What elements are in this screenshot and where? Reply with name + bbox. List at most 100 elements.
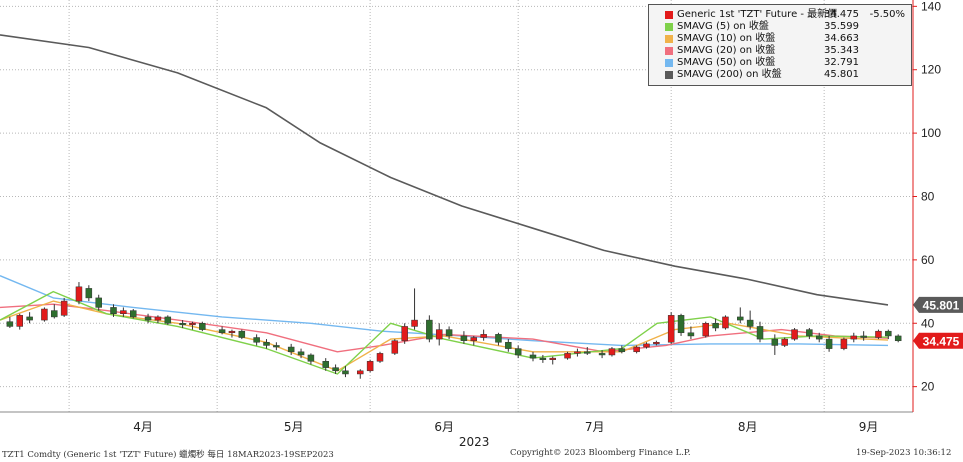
candle-body xyxy=(712,323,719,329)
candle-body xyxy=(539,357,547,360)
candle-body xyxy=(376,353,384,362)
legend-value-sma5: 35.599 xyxy=(824,21,859,32)
candle-body xyxy=(885,330,892,337)
candle-body xyxy=(574,351,581,354)
candle-body xyxy=(850,335,858,340)
candle-body xyxy=(238,330,246,338)
candle-body xyxy=(391,340,399,354)
candle-body xyxy=(894,335,902,342)
candle-body xyxy=(26,316,33,321)
candle-body xyxy=(332,367,339,372)
candle-body xyxy=(322,361,329,368)
candle-body xyxy=(495,334,502,343)
y-tick-label: 20 xyxy=(921,380,935,394)
candle-body xyxy=(366,361,374,372)
candle-body xyxy=(287,346,295,353)
candle-body xyxy=(598,353,606,356)
candle-body xyxy=(806,329,813,337)
candle-body xyxy=(144,316,152,321)
footer-copyright: Copyright© 2023 Bloomberg Finance L.P. xyxy=(510,448,691,458)
candle-body xyxy=(41,308,48,321)
legend-value-sma20: 35.343 xyxy=(824,45,859,56)
x-tick-label: 4月 xyxy=(133,420,153,434)
candle-body xyxy=(633,346,640,353)
candle-body xyxy=(154,316,162,321)
last-price-tag-bg xyxy=(913,332,963,349)
candle-body xyxy=(608,348,616,356)
legend-value-sma10: 34.663 xyxy=(824,33,859,44)
candle-body xyxy=(460,335,468,341)
candle-body xyxy=(189,323,196,326)
y-tick-label: 100 xyxy=(921,126,941,140)
legend-name-sma200: SMAVG (200) on 收盤 xyxy=(677,69,782,80)
legend-value-sma50: 32.791 xyxy=(824,57,859,68)
candle-body xyxy=(643,343,650,348)
sma5-line xyxy=(0,290,889,375)
legend-swatch-sma5 xyxy=(665,23,673,31)
candle-body xyxy=(401,326,408,341)
legend-swatch-sma20 xyxy=(665,47,673,55)
legend-value-sma200: 45.801 xyxy=(824,69,859,80)
y-tick-label: 80 xyxy=(921,189,935,203)
candle-body xyxy=(342,370,349,375)
candle-body xyxy=(840,338,848,349)
candle-body xyxy=(584,351,591,354)
candle-body xyxy=(480,334,487,338)
candle-body xyxy=(505,342,512,349)
candle-body xyxy=(129,310,137,318)
chart-legend: Generic 1st 'TZT' Future - 最新價 34.475 -5… xyxy=(648,4,912,86)
candle-body xyxy=(875,330,882,338)
footer-timestamp: 19-Sep-2023 10:36:12 xyxy=(856,448,952,458)
candle-body xyxy=(164,316,172,324)
candle-body xyxy=(6,321,14,327)
candle-body xyxy=(653,342,660,345)
y-tick-label: 40 xyxy=(921,316,935,330)
candle-body xyxy=(564,353,571,359)
last-price-tag-text: 34.475 xyxy=(923,334,960,348)
legend-swatch-sma200 xyxy=(665,71,673,79)
legend-name-sma20: SMAVG (20) on 收盤 xyxy=(677,45,776,56)
candle-body xyxy=(722,316,729,329)
candle-body xyxy=(667,315,675,343)
candle-body xyxy=(357,370,364,375)
y-tick-label: 140 xyxy=(921,0,941,13)
candle-body xyxy=(95,297,102,308)
legend-swatch-sma10 xyxy=(665,35,673,43)
candle-body xyxy=(529,354,537,359)
candle-body xyxy=(825,338,833,349)
candle-body xyxy=(273,345,280,348)
candle-body xyxy=(411,319,418,327)
sma200-value-tag-bg xyxy=(913,296,963,313)
legend-item-sma5: SMAVG (5) on 收盤 35.599 xyxy=(665,21,907,33)
legend-name-price: Generic 1st 'TZT' Future - 最新價 xyxy=(677,9,838,20)
candle-body xyxy=(199,323,206,330)
candle-body xyxy=(815,335,823,340)
x-tick-label: 9月 xyxy=(859,420,879,434)
footer-security-info: TZT1 Comdty (Generic 1st 'TZT' Future) 蠟… xyxy=(2,450,334,460)
candle-body xyxy=(253,337,260,343)
candle-body xyxy=(218,329,226,334)
candle-body xyxy=(791,329,798,340)
legend-item-price: Generic 1st 'TZT' Future - 最新價 34.475 -5… xyxy=(665,9,907,21)
candle-body xyxy=(426,319,433,340)
candle-body xyxy=(51,310,58,318)
y-tick-label: 60 xyxy=(921,253,935,267)
candle-body xyxy=(618,348,626,353)
candle-body xyxy=(297,351,305,356)
candle-body xyxy=(435,329,443,340)
candle-body xyxy=(687,332,695,337)
candle-body xyxy=(263,342,270,346)
legend-change-price: -5.50% xyxy=(869,9,905,20)
candle-body xyxy=(771,338,779,346)
candle-body xyxy=(702,323,709,337)
legend-name-sma5: SMAVG (5) on 收盤 xyxy=(677,21,769,32)
y-tick-label: 120 xyxy=(921,63,941,77)
candle-body xyxy=(470,337,478,341)
candle-body xyxy=(781,338,788,346)
candle-body xyxy=(110,307,117,315)
legend-item-sma50: SMAVG (50) on 收盤 32.791 xyxy=(665,57,907,69)
candle-body xyxy=(120,310,127,315)
candle-body xyxy=(307,354,315,362)
candle-body xyxy=(179,323,186,326)
x-tick-label: 7月 xyxy=(585,420,605,434)
